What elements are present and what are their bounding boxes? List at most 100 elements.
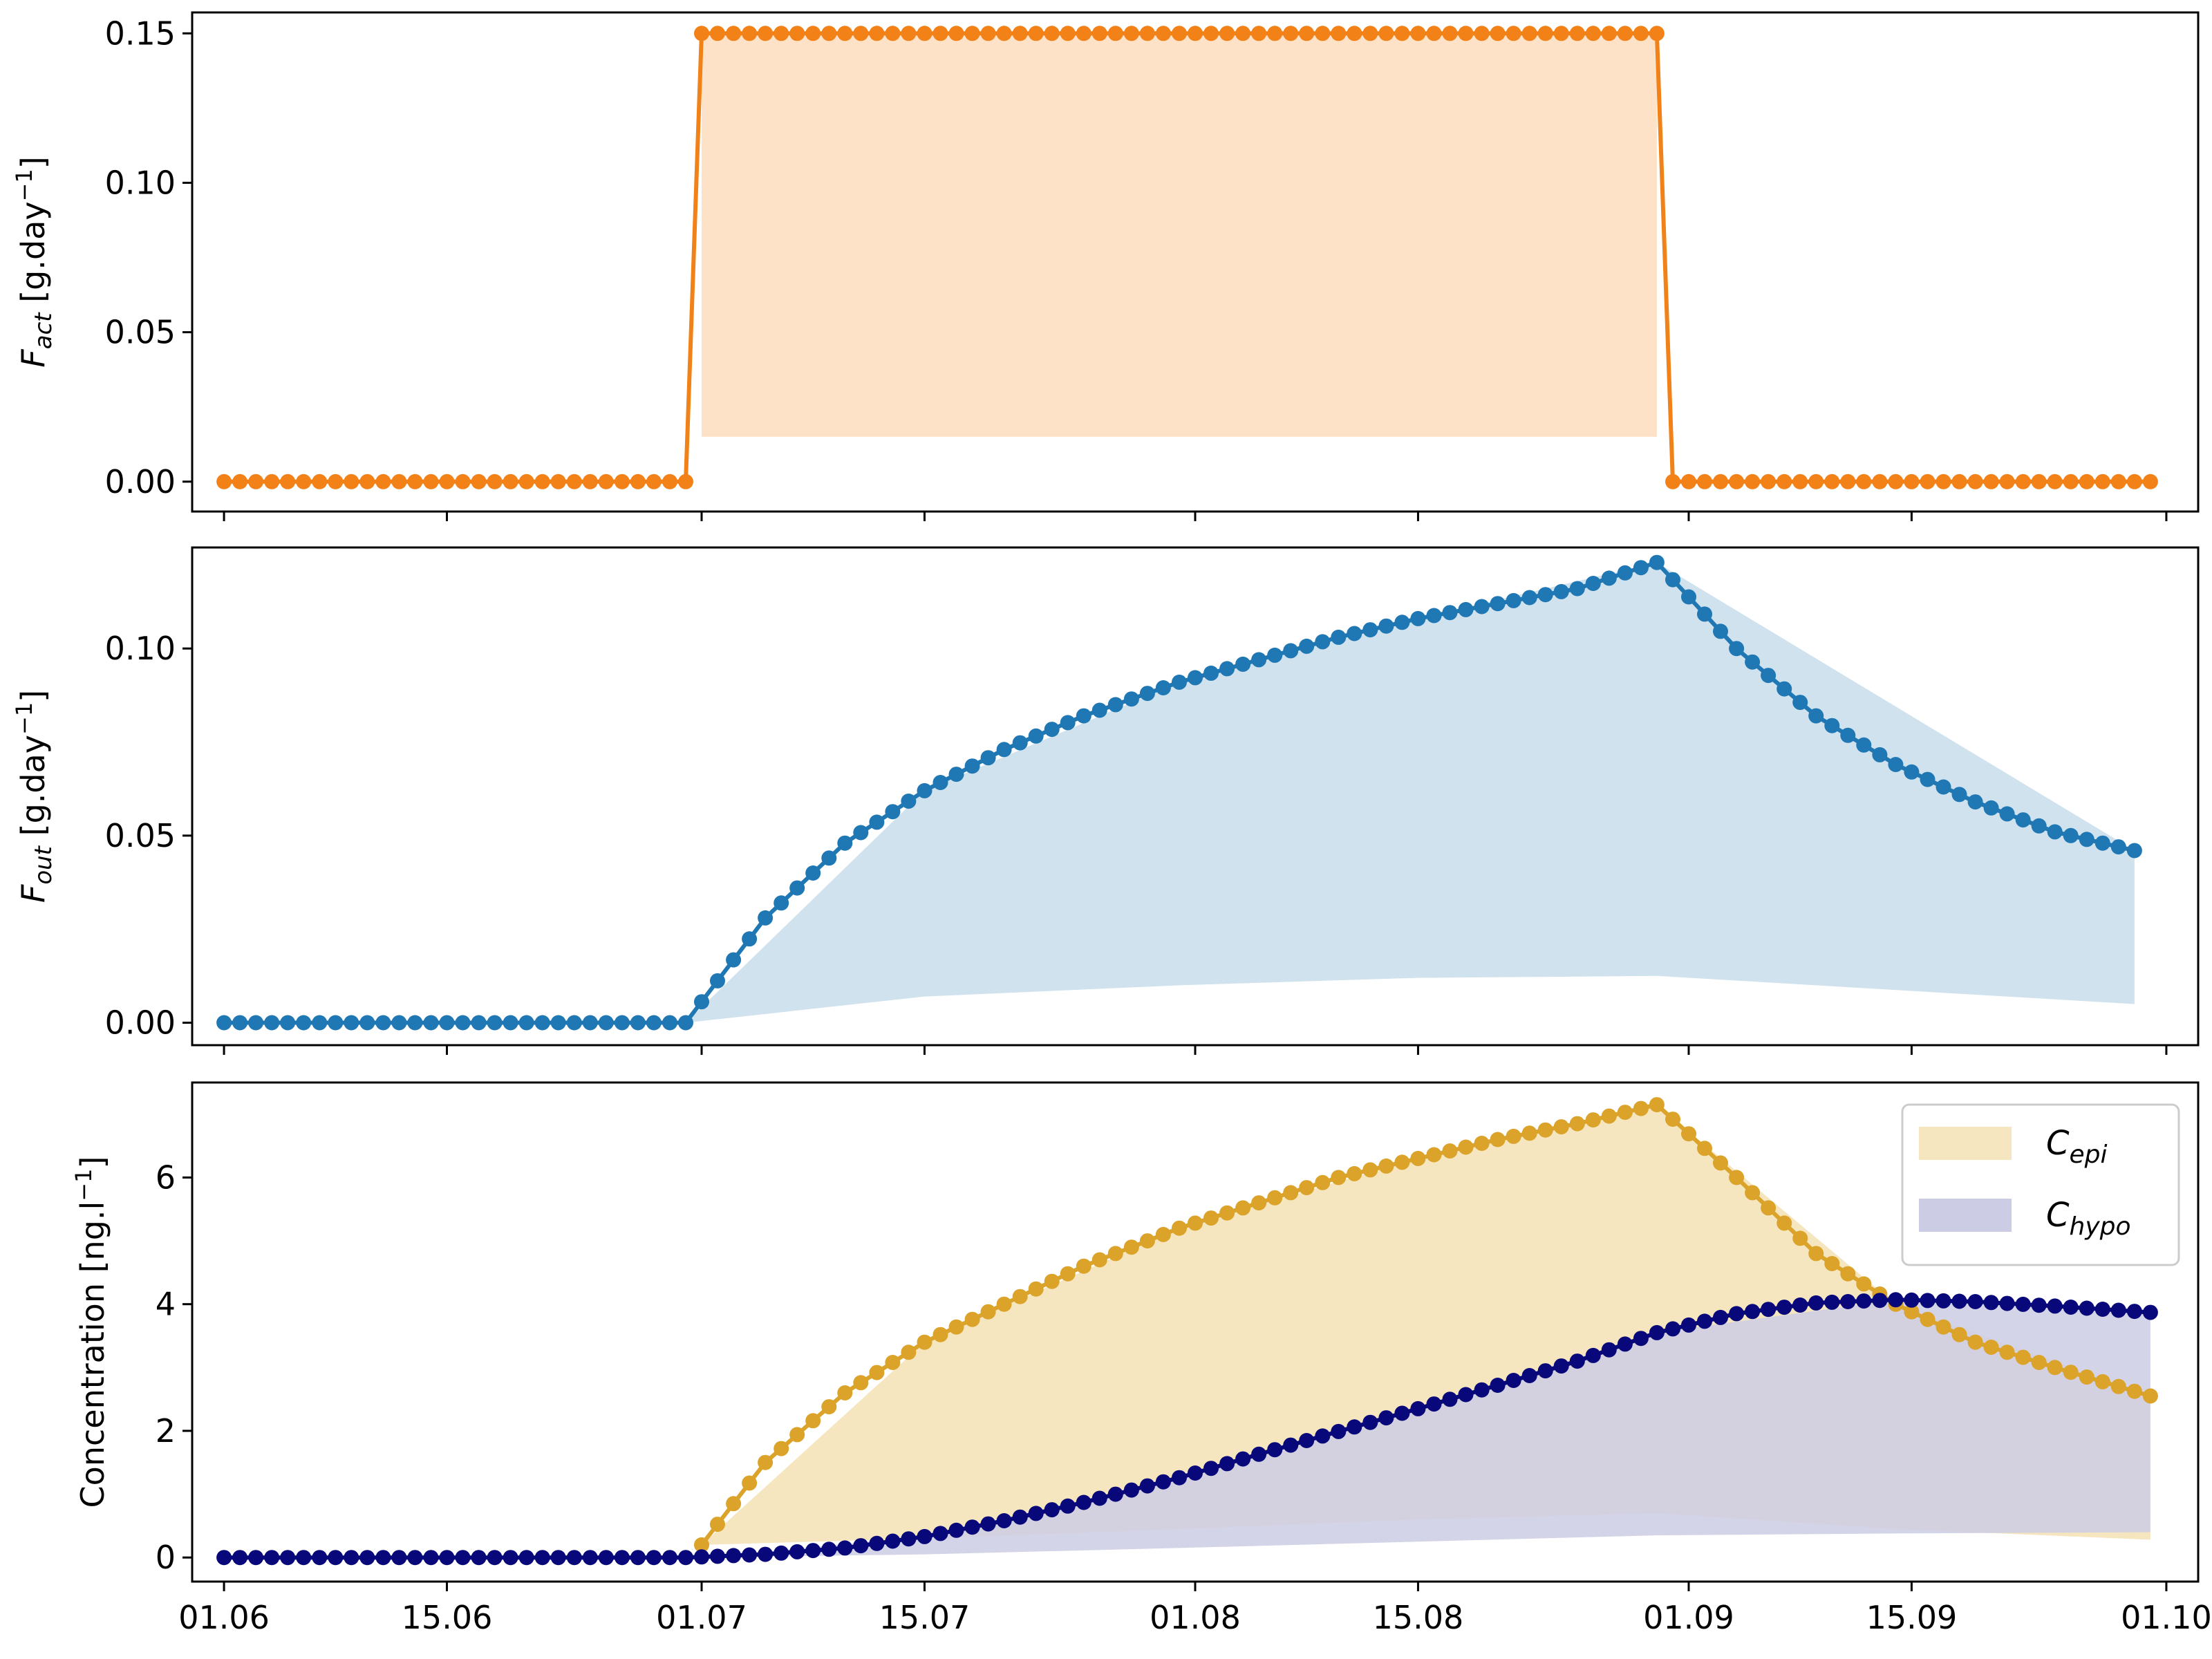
y-tick-label: 2 <box>156 1412 176 1450</box>
c-epi-point <box>1999 1344 2015 1360</box>
c-hypo-point <box>1649 1324 1665 1340</box>
f-out-point <box>550 1015 566 1031</box>
c-epi-point <box>1474 1136 1490 1151</box>
f-act-point <box>885 26 901 41</box>
c-hypo-point <box>821 1541 837 1557</box>
f-out-point <box>1378 618 1394 634</box>
x-tick-label: 15.09 <box>1866 1599 1958 1636</box>
c-hypo-point <box>1442 1391 1458 1407</box>
f-act-point <box>662 474 677 489</box>
f-out-point <box>1283 643 1299 659</box>
f-out-point <box>232 1015 248 1031</box>
c-hypo-point <box>1123 1482 1139 1498</box>
c-epi-point <box>1044 1273 1060 1289</box>
x-tick-label: 01.07 <box>656 1599 747 1636</box>
f-out-point <box>1840 727 1856 743</box>
f-act-point <box>1681 474 1696 489</box>
c-epi-point <box>1777 1215 1792 1231</box>
f-out-point <box>2031 818 2047 834</box>
c-hypo-point <box>598 1550 614 1566</box>
f-act-point <box>391 474 407 489</box>
y-tick-label: 4 <box>156 1286 176 1323</box>
c-hypo-point <box>487 1550 503 1566</box>
f-act-point <box>2110 474 2126 489</box>
c-hypo-point <box>1585 1347 1601 1363</box>
x-tick-label: 01.09 <box>1643 1599 1734 1636</box>
f-act-point <box>1091 26 1107 41</box>
f-act-point <box>1649 26 1665 41</box>
y-tick-label: 6 <box>156 1159 176 1196</box>
c-epi-point <box>1521 1125 1537 1141</box>
c-hypo-point <box>1521 1368 1537 1383</box>
f-act-point <box>264 474 280 489</box>
c-hypo-point <box>1267 1442 1283 1458</box>
f-act-point <box>487 474 503 489</box>
f-out-point <box>566 1015 582 1031</box>
legend-label: Cepi <box>2046 1124 2108 1169</box>
c-epi-point <box>1792 1230 1808 1246</box>
f-out-point <box>1713 624 1728 639</box>
f-act-point <box>248 474 264 489</box>
y-tick-label: 0.05 <box>105 817 176 854</box>
f-out-point <box>518 1015 534 1031</box>
c-hypo-point <box>742 1547 758 1563</box>
f-out-point <box>1012 735 1028 751</box>
f-out-point <box>901 794 917 809</box>
f-out-point <box>1091 702 1107 718</box>
c-epi-point <box>1139 1233 1155 1249</box>
c-hypo-point <box>1808 1295 1824 1311</box>
c-hypo-point <box>885 1533 901 1549</box>
f-out-point <box>407 1015 423 1031</box>
f-act-point <box>1267 26 1283 41</box>
c-hypo-point <box>248 1550 264 1566</box>
panel-f-act: 0.00 0.05 0.10 0.15 Fact [g.day−1] <box>11 11 2200 521</box>
c-epi-point <box>1426 1147 1442 1163</box>
f-act-point <box>1219 26 1235 41</box>
f-act-point <box>455 474 471 489</box>
f-out-point <box>948 767 964 782</box>
f-out-point <box>1267 647 1283 663</box>
c-epi-point <box>1633 1100 1649 1116</box>
f-act-point <box>1777 474 1792 489</box>
c-hypo-point <box>391 1550 407 1566</box>
c-hypo-point <box>471 1550 487 1566</box>
f-act-point <box>1999 474 2015 489</box>
c-hypo-point <box>1203 1461 1219 1477</box>
c-hypo-point <box>312 1550 328 1566</box>
f-act-point <box>901 26 917 41</box>
f-out-point <box>455 1015 471 1031</box>
y-axis-label: Concentration [ng.l−1] <box>71 1156 111 1508</box>
c-hypo-point <box>614 1550 630 1566</box>
c-epi-point <box>948 1319 964 1335</box>
c-hypo-point <box>1091 1490 1107 1506</box>
c-epi-point <box>2031 1355 2047 1370</box>
f-out-point <box>1649 554 1665 570</box>
c-epi-point <box>980 1304 996 1320</box>
y-tick-label: 0.10 <box>105 630 176 667</box>
f-act-point <box>566 474 582 489</box>
f-act-point <box>710 26 725 41</box>
f-out-point <box>1808 708 1824 724</box>
f-act-point <box>1697 474 1712 489</box>
f-act-point <box>1378 26 1394 41</box>
f-act-point <box>932 26 948 41</box>
f-out-point <box>1028 728 1044 744</box>
c-epi-point <box>1315 1174 1331 1190</box>
c-hypo-point <box>375 1550 391 1566</box>
c-hypo-point <box>232 1550 248 1566</box>
c-hypo-point <box>534 1550 550 1566</box>
c-epi-point <box>2110 1378 2126 1394</box>
f-out-point <box>1681 589 1696 605</box>
f-act-point <box>742 26 758 41</box>
c-epi-point <box>1060 1266 1076 1282</box>
c-hypo-point <box>1235 1451 1251 1467</box>
c-epi-point <box>1188 1215 1203 1231</box>
c-hypo-point <box>1601 1342 1617 1358</box>
c-epi-point <box>1458 1139 1474 1155</box>
f-act-point <box>1840 474 1856 489</box>
c-hypo-point <box>1888 1292 1904 1308</box>
f-out-point <box>391 1015 407 1031</box>
f-out-point <box>2110 839 2126 855</box>
f-out-point <box>742 931 758 947</box>
f-act-point <box>980 26 996 41</box>
